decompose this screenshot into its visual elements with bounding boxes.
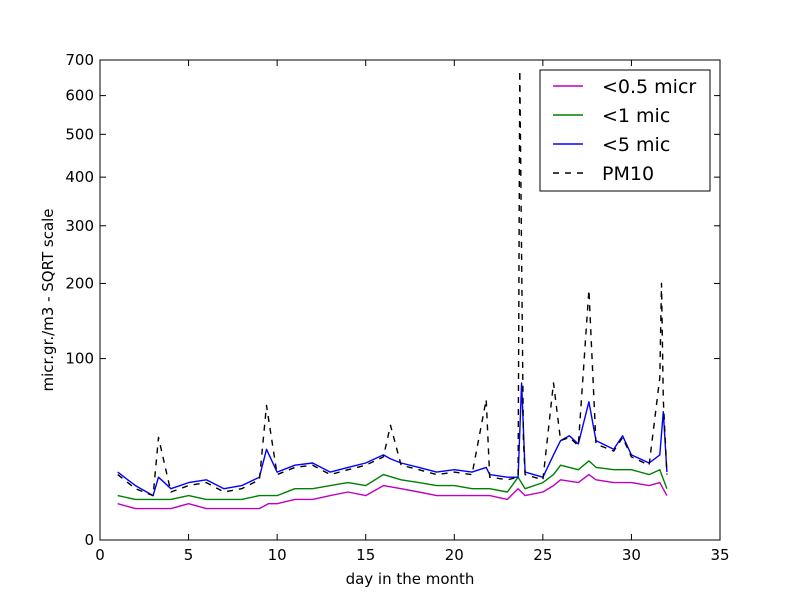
y-axis-label: micr.gr./m3 - SQRT scale [39,208,57,391]
x-tick-label: 30 [622,546,641,564]
x-tick-label: 25 [533,546,552,564]
x-tick-label: 5 [184,546,194,564]
y-tick-label: 700 [65,51,94,69]
legend-label-3: <5 mic [602,134,670,156]
legend-label-4: PM10 [602,163,654,185]
plot-area [117,69,668,510]
y-tick-label: 600 [65,87,94,105]
series-line-1 [117,473,668,510]
y-tick-label: 300 [65,217,94,235]
legend-box [539,69,711,192]
x-tick-label: 15 [356,546,375,564]
x-axis: 0 5 10 15 20 25 30 35 [95,60,730,564]
x-tick-label: 35 [710,546,729,564]
x-tick-label: 0 [95,546,105,564]
plot-frame [99,59,721,541]
x-tick-label: 10 [268,546,287,564]
y-tick-label: 400 [65,168,94,186]
legend-label-1: <0.5 micr [602,76,696,98]
series-line-3 [117,382,668,497]
y-axis: 0 100 200 300 400 500 600 700 [65,51,720,549]
x-tick-label: 20 [445,546,464,564]
legend-label-2: <1 mic [602,105,670,127]
y-tick-label: 500 [65,125,94,143]
series-line-4 [117,69,668,497]
y-tick-label: 200 [65,274,94,292]
y-tick-label: 100 [65,350,94,368]
y-tick-label: 0 [84,531,94,549]
legend: <0.5 micr <1 mic <5 mic PM10 [539,69,711,192]
series-line-2 [117,460,668,501]
x-axis-label: day in the month [346,570,475,588]
